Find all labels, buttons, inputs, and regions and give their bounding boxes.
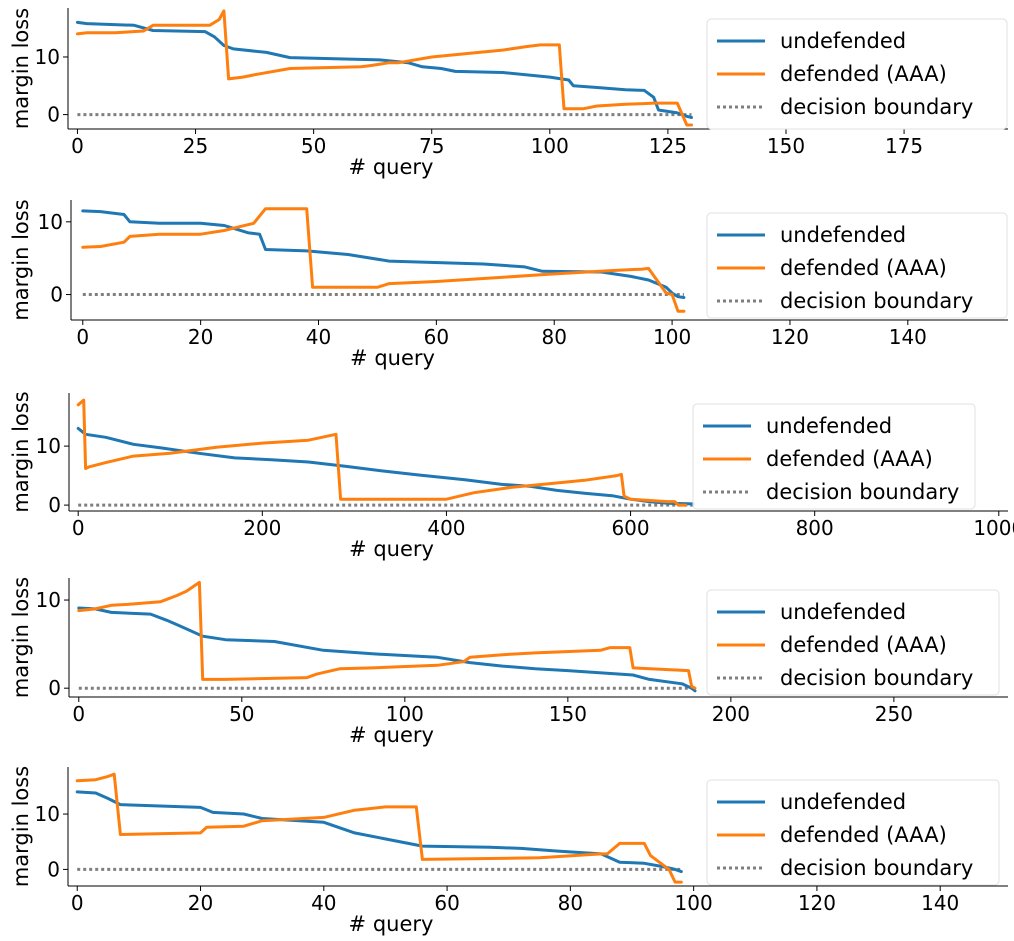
- x-tick-label: 140: [889, 325, 927, 349]
- x-tick-label: 250: [875, 702, 913, 726]
- legend-box: [692, 403, 976, 510]
- legend-entry: undefended: [780, 790, 906, 814]
- series-line-undefended: [75, 790, 683, 874]
- series-line-undefended: [81, 209, 686, 299]
- y-tick-label: 10: [36, 588, 61, 612]
- x-axis-label: # query: [349, 912, 434, 936]
- y-tick-label: 10: [38, 210, 63, 234]
- x-tick-label: 100: [675, 891, 713, 915]
- series-line-undefended: [75, 20, 693, 119]
- y-tick-label: 0: [48, 493, 61, 517]
- x-tick-label: 150: [549, 702, 587, 726]
- x-tick-label: 0: [72, 516, 85, 540]
- x-axis-label: # query: [349, 723, 434, 747]
- y-tick-label: 0: [50, 283, 63, 307]
- x-tick-label: 125: [649, 134, 687, 158]
- x-tick-label: 120: [798, 891, 836, 915]
- legend-entry: defended (AAA): [780, 62, 947, 86]
- x-tick-label: 80: [542, 325, 567, 349]
- legend-box: [706, 589, 1000, 696]
- legend: undefended defended (AAA) decision boundar…: [706, 18, 1008, 130]
- series-line-defended-aaa: [77, 580, 697, 690]
- legend-entry: undefended: [780, 29, 906, 53]
- x-tick-label: 100: [653, 325, 691, 349]
- x-tick-label: 0: [72, 702, 85, 726]
- legend: undefended defended (AAA) decision boundar…: [706, 779, 1000, 886]
- x-tick-label: 400: [427, 516, 465, 540]
- x-tick-label: 40: [306, 325, 331, 349]
- x-tick-label: 0: [71, 134, 84, 158]
- y-tick-label: 10: [35, 802, 60, 826]
- legend-box: [706, 779, 1000, 886]
- legend: undefended defended (AAA) decision boundar…: [706, 589, 1000, 696]
- chart-panel-5: 0 20 40 60 80 100 120 140 0 10 # query margin loss u…: [9, 766, 1008, 936]
- series-line-defended-aaa: [75, 772, 683, 884]
- legend-box: [706, 212, 1008, 319]
- chart-panel-1: 0 25 50 75 100 125 150 175 0 10 # query margin loss…: [9, 8, 1008, 179]
- legend-entry: decision boundary: [766, 480, 959, 504]
- x-tick-label: 140: [921, 891, 959, 915]
- x-tick-label: 120: [771, 325, 809, 349]
- series-line-defended-aaa: [76, 398, 688, 507]
- legend-entry: undefended: [766, 414, 892, 438]
- x-tick-label: 0: [76, 325, 89, 349]
- legend-entry: defended (AAA): [766, 447, 933, 471]
- legend-entry: undefended: [780, 600, 906, 624]
- x-tick-label: 0: [71, 891, 84, 915]
- x-tick-label: 40: [311, 891, 336, 915]
- x-tick-label: 175: [885, 134, 923, 158]
- legend: undefended defended (AAA) decision boundar…: [692, 403, 976, 510]
- x-tick-label: 50: [301, 134, 326, 158]
- x-tick-label: 20: [188, 325, 213, 349]
- legend-entry: decision boundary: [780, 856, 973, 880]
- legend-entry: decision boundary: [780, 95, 973, 119]
- x-tick-label: 75: [419, 134, 444, 158]
- x-tick-label: 60: [434, 891, 459, 915]
- series-line-undefended: [76, 426, 695, 506]
- x-tick-label: 60: [424, 325, 449, 349]
- y-axis-label: margin loss: [9, 766, 33, 887]
- series-line-defended-aaa: [75, 9, 693, 127]
- legend: undefended defended (AAA) decision boundar…: [706, 212, 1008, 319]
- series-line-defended-aaa: [81, 207, 686, 313]
- y-tick-label: 10: [35, 45, 60, 69]
- x-axis-label: # query: [349, 155, 434, 179]
- legend-box: [706, 18, 1008, 130]
- chart-panel-2: 0 20 40 60 80 100 120 140 0 10 # query margin loss u…: [9, 199, 1008, 370]
- x-tick-label: 20: [188, 891, 213, 915]
- x-axis-label: # query: [350, 346, 435, 370]
- x-tick-label: 80: [558, 891, 583, 915]
- legend-entry: decision boundary: [780, 666, 973, 690]
- y-tick-label: 0: [47, 103, 60, 127]
- y-axis-label: margin loss: [9, 8, 33, 129]
- x-tick-label: 100: [386, 702, 424, 726]
- y-axis-label: margin loss: [9, 199, 33, 320]
- x-tick-label: 800: [796, 516, 834, 540]
- x-tick-label: 200: [712, 702, 750, 726]
- legend-entry: undefended: [780, 223, 906, 247]
- y-axis-label: margin loss: [9, 577, 33, 698]
- legend-entry: defended (AAA): [780, 633, 947, 657]
- x-tick-label: 25: [183, 134, 208, 158]
- legend-entry: defended (AAA): [780, 256, 947, 280]
- y-tick-label: 0: [48, 676, 61, 700]
- x-tick-label: 200: [243, 516, 281, 540]
- legend-entry: defended (AAA): [780, 823, 947, 847]
- x-tick-label: 50: [229, 702, 254, 726]
- legend-entry: decision boundary: [780, 289, 973, 313]
- x-axis-label: # query: [349, 537, 434, 561]
- chart-panel-4: 0 50 100 150 200 250 0 10 # query margin loss unde…: [9, 577, 1008, 747]
- y-tick-label: 10: [36, 434, 61, 458]
- y-axis-label: margin loss: [9, 391, 33, 512]
- x-tick-label: 100: [531, 134, 569, 158]
- x-tick-label: 150: [767, 134, 805, 158]
- y-tick-label: 0: [47, 857, 60, 881]
- series-line-undefended: [77, 606, 697, 693]
- x-tick-label: 600: [611, 516, 649, 540]
